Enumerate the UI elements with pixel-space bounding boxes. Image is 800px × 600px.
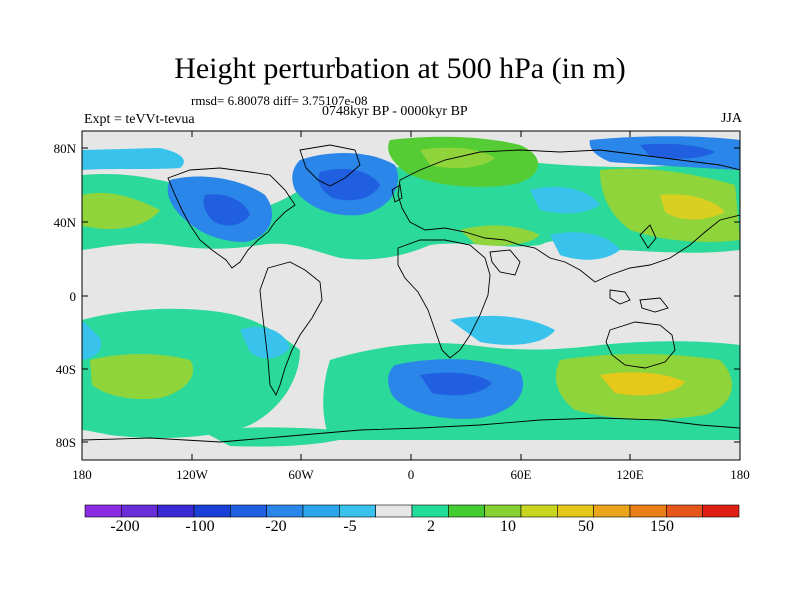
lat-label: 40S xyxy=(56,362,76,377)
colorbar-label: -200 xyxy=(110,518,139,535)
colorbar-swatch xyxy=(302,504,340,518)
colorbar-swatch xyxy=(157,504,195,518)
colorbar-label: -100 xyxy=(185,518,214,535)
colorbar-swatch xyxy=(375,504,413,518)
plot-title: Height perturbation at 500 hPa (in m) xyxy=(174,52,626,85)
lat-label: 0 xyxy=(70,289,77,304)
experiment-label: Expt = teVVt-tevua xyxy=(84,112,195,127)
lon-axis: 180 120W 60W 0 60E 120E 180 xyxy=(72,131,750,482)
colorbar-label: 2 xyxy=(427,518,435,535)
colorbar xyxy=(84,504,740,518)
lon-label: 180 xyxy=(72,467,92,482)
colorbar-label: -5 xyxy=(343,518,356,535)
colorbar-swatch xyxy=(84,504,122,518)
colorbar-label: 50 xyxy=(578,518,594,535)
colorbar-swatch xyxy=(266,504,304,518)
colorbar-swatch xyxy=(411,504,449,518)
colorbar-swatch xyxy=(484,504,522,518)
period-label: 0748kyr BP - 0000kyr BP xyxy=(322,104,468,119)
colorbar-swatch xyxy=(448,504,485,518)
colorbar-swatch xyxy=(666,504,703,518)
season-label: JJA xyxy=(720,111,742,126)
colorbar-label: 150 xyxy=(650,518,674,535)
colorbar-swatch xyxy=(520,504,558,518)
lon-label: 120W xyxy=(176,467,209,482)
lon-label: 60E xyxy=(511,467,532,482)
colorbar-swatch xyxy=(230,504,267,518)
colorbar-swatch xyxy=(193,504,231,518)
stats-text: rmsd= 6.80078 diff= 3.75107e-08 xyxy=(191,93,368,108)
lon-label: 0 xyxy=(408,467,415,482)
contour-fields xyxy=(82,136,740,460)
colorbar-swatch xyxy=(557,504,594,518)
coastlines xyxy=(82,144,740,443)
lon-label: 180 xyxy=(730,467,750,482)
colorbar-label: 10 xyxy=(500,518,516,535)
colorbar-label: -20 xyxy=(265,518,286,535)
colorbar-swatch xyxy=(339,504,376,518)
colorbar-swatch xyxy=(593,504,631,518)
lat-label: 80N xyxy=(54,141,77,156)
colorbar-swatch xyxy=(629,504,667,518)
colorbar-swatch xyxy=(702,504,740,518)
lat-label: 40N xyxy=(54,215,77,230)
lon-label: 120E xyxy=(616,467,644,482)
lat-axis: 80N 40N 0 40S 80S xyxy=(54,141,740,450)
lon-label: 60W xyxy=(288,467,314,482)
map-panel xyxy=(81,130,741,461)
colorbar-labels: -200 -100 -20 -5 2 10 50 150 xyxy=(110,518,674,535)
lat-label: 80S xyxy=(56,435,76,450)
colorbar-swatch xyxy=(121,504,158,518)
